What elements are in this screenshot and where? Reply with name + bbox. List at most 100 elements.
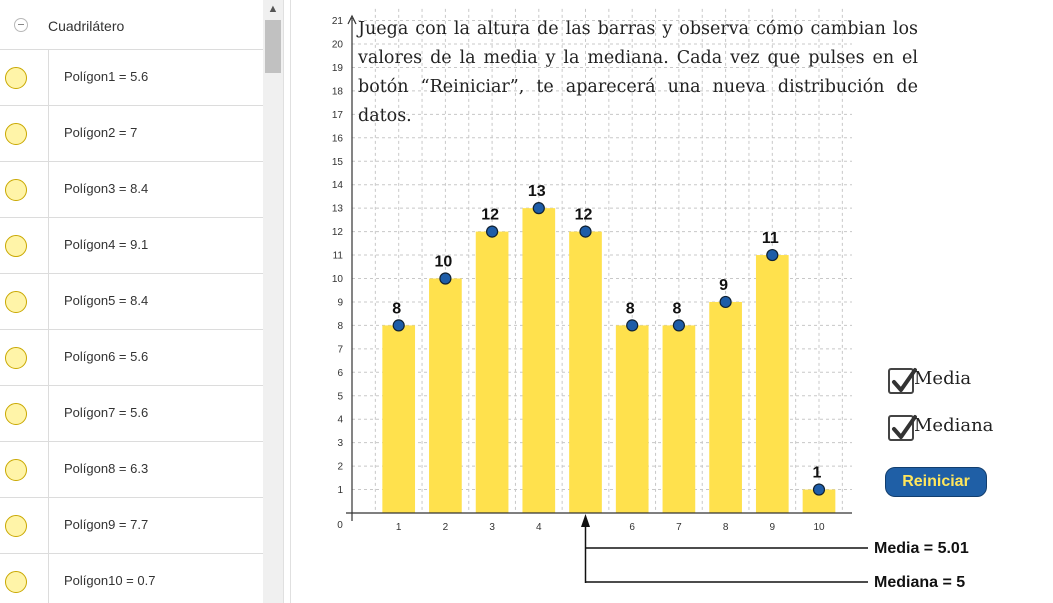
algebra-row[interactable]: Polígon1 = 5.6 xyxy=(0,50,263,106)
algebra-row[interactable]: Polígon3 = 8.4 xyxy=(0,162,263,218)
algebra-row-label: Polígon8 = 6.3 xyxy=(64,461,149,476)
scroll-up-icon[interactable]: ▲ xyxy=(267,3,279,15)
bar-handle-6[interactable] xyxy=(626,319,639,332)
algebra-group-header[interactable]: Cuadrilátero xyxy=(0,0,263,50)
algebra-scrollbar[interactable]: ▲ xyxy=(263,0,283,603)
instructions-text: Juega con la altura de las barras y obse… xyxy=(358,19,918,126)
y-tick-label: 12 xyxy=(332,227,344,238)
x-tick-label: 4 xyxy=(536,522,542,533)
visibility-toggle-icon[interactable] xyxy=(5,347,27,369)
visibility-toggle-icon[interactable] xyxy=(5,179,27,201)
visibility-cell[interactable] xyxy=(0,274,49,329)
algebra-row-label: Polígon3 = 8.4 xyxy=(64,181,149,196)
algebra-row-label: Polígon4 = 9.1 xyxy=(64,237,149,252)
algebra-row-label: Polígon1 = 5.6 xyxy=(64,69,149,84)
data-label-3: 12 xyxy=(481,207,499,224)
bar-2 xyxy=(429,278,462,513)
y-tick-label: 11 xyxy=(333,251,344,262)
media-checkbox-box[interactable] xyxy=(888,368,917,394)
data-label-1: 8 xyxy=(392,300,401,317)
panel-divider[interactable] xyxy=(283,0,291,603)
visibility-cell[interactable] xyxy=(0,50,49,105)
visibility-cell[interactable] xyxy=(0,386,49,441)
visibility-cell[interactable] xyxy=(0,330,49,385)
collapse-icon[interactable] xyxy=(14,18,28,32)
bar-handle-1[interactable] xyxy=(392,319,405,332)
bar-7 xyxy=(662,325,696,513)
bar-6 xyxy=(615,325,649,513)
algebra-row[interactable]: Polígon4 = 9.1 xyxy=(0,218,263,274)
check-icon xyxy=(892,415,917,439)
x-tick-label: 10 xyxy=(813,522,825,533)
y-tick-label: 2 xyxy=(337,462,343,473)
visibility-cell[interactable] xyxy=(0,162,49,217)
y-tick-label: 3 xyxy=(337,438,343,449)
bar-handle-9[interactable] xyxy=(766,248,779,262)
algebra-group-label: Cuadrilátero xyxy=(48,18,125,34)
visibility-cell[interactable] xyxy=(0,106,49,161)
visibility-toggle-icon[interactable] xyxy=(5,515,27,537)
visibility-toggle-icon[interactable] xyxy=(5,235,27,257)
visibility-toggle-icon[interactable] xyxy=(5,291,27,313)
bar-handle-10[interactable] xyxy=(812,483,826,496)
algebra-row[interactable]: Polígon5 = 8.4 xyxy=(0,274,263,330)
data-label-9: 11 xyxy=(762,230,779,247)
algebra-row[interactable]: Polígon2 = 7 xyxy=(0,106,263,162)
visibility-cell[interactable] xyxy=(0,498,49,553)
x-tick-label: 9 xyxy=(770,522,776,533)
visibility-cell[interactable] xyxy=(0,554,49,603)
bar-handle-8[interactable] xyxy=(719,295,732,309)
bar-4 xyxy=(522,208,556,513)
algebra-row[interactable]: Polígon9 = 7.7 xyxy=(0,498,263,554)
algebra-row[interactable]: Polígon10 = 0.7 xyxy=(0,554,263,603)
bar-handle-7[interactable] xyxy=(672,319,686,332)
algebra-row-label: Polígon10 = 0.7 xyxy=(64,573,156,588)
y-tick-label: 20 xyxy=(332,40,344,51)
bar-handle-3[interactable] xyxy=(486,225,499,238)
mediana-checkbox-label: Mediana xyxy=(914,415,994,436)
algebra-row-label: Polígon2 = 7 xyxy=(64,125,138,140)
y-tick-label: 6 xyxy=(337,368,343,379)
y-tick-label: 10 xyxy=(332,274,344,285)
data-label-4: 13 xyxy=(528,183,546,200)
bar-10 xyxy=(802,489,836,513)
media-value-text: Media = 5.01 xyxy=(874,540,969,557)
visibility-toggle-icon[interactable] xyxy=(5,67,27,89)
y-tick-label: 9 xyxy=(337,297,343,308)
x-tick-label: 2 xyxy=(443,522,449,533)
check-icon xyxy=(892,368,917,392)
algebra-row[interactable]: Polígon6 = 5.6 xyxy=(0,330,263,386)
algebra-row[interactable]: Polígon7 = 5.6 xyxy=(0,386,263,442)
bar-3 xyxy=(475,231,509,513)
bar-8 xyxy=(709,301,742,513)
data-label-8: 9 xyxy=(719,277,728,294)
data-label-7: 8 xyxy=(672,300,681,317)
bar-handle-4[interactable] xyxy=(532,202,545,215)
visibility-toggle-icon[interactable] xyxy=(5,403,27,425)
y-tick-label: 8 xyxy=(337,321,343,332)
algebra-panel: Cuadrilátero Polígon1 = 5.6 Polígon2 = 7 P… xyxy=(0,0,283,603)
visibility-toggle-icon[interactable] xyxy=(5,459,27,481)
bar-handle-2[interactable] xyxy=(439,272,452,285)
media-checkbox-label: Media xyxy=(914,368,972,389)
mediana-checkbox-box[interactable] xyxy=(888,415,917,441)
visibility-toggle-icon[interactable] xyxy=(5,571,27,593)
reset-button[interactable]: Reiniciar xyxy=(885,467,987,497)
visibility-cell[interactable] xyxy=(0,442,49,497)
visibility-cell[interactable] xyxy=(0,218,49,273)
bar-handle-5[interactable] xyxy=(579,225,592,238)
bar-9 xyxy=(755,255,789,514)
y-tick-label: 17 xyxy=(332,110,344,121)
y-axis-arrow xyxy=(347,14,357,25)
scroll-thumb[interactable] xyxy=(265,20,281,73)
y-tick-label: 21 xyxy=(332,16,344,27)
y-tick-label: 7 xyxy=(337,344,343,355)
mediana-marker-arrow-icon xyxy=(581,514,590,527)
algebra-row[interactable]: Polígon8 = 6.3 xyxy=(0,442,263,498)
y-tick-label: 15 xyxy=(332,157,344,168)
y-tick-label: 18 xyxy=(332,86,344,97)
visibility-toggle-icon[interactable] xyxy=(5,123,27,145)
y-tick-label: 4 xyxy=(337,415,343,426)
